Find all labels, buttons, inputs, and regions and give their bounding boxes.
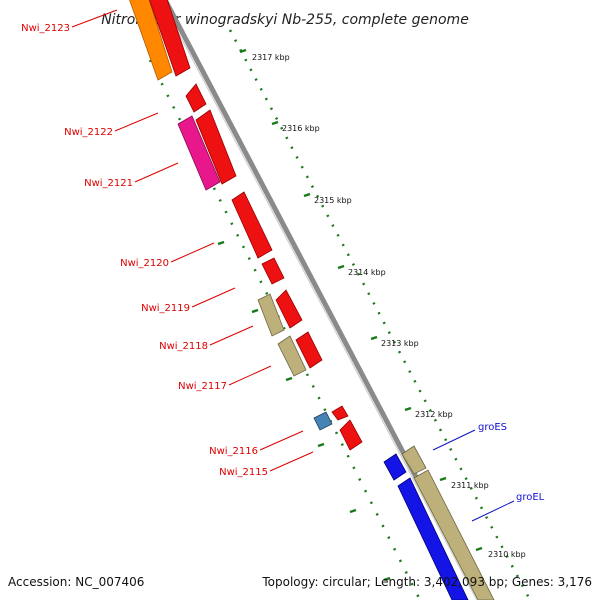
kbp-label: 2311 kbp [451, 481, 489, 490]
label-groel[interactable]: groEL [516, 492, 545, 503]
gene-nwi-2118[interactable] [277, 335, 307, 377]
leader-nwi-2117 [228, 365, 272, 386]
kbp-ruler: 2317 kbp 2316 kbp 2315 kbp 2314 kbp 2313… [239, 48, 526, 559]
gene-nwi-2123[interactable] [146, 0, 191, 77]
gene-features [126, 0, 495, 600]
label-nwi-2123[interactable]: Nwi_2123 [21, 23, 70, 34]
kbp-tick [439, 476, 447, 482]
kbp-label: 2312 kbp [415, 410, 453, 419]
kbp-tick [370, 335, 378, 341]
minor-tick [285, 376, 293, 382]
gene-small-red[interactable] [185, 83, 207, 113]
kbp-tick [303, 192, 311, 198]
label-nwi-2117[interactable]: Nwi_2117 [178, 381, 227, 392]
minor-tick [251, 308, 259, 314]
genome-summary-text: Topology: circular; Length: 3,402,093 bp… [261, 575, 592, 589]
leader-nwi-2122 [114, 112, 159, 132]
kbp-tick [337, 264, 345, 270]
gene-nwi-2121[interactable] [195, 109, 237, 185]
kbp-label: 2314 kbp [348, 268, 386, 277]
gene-nwi-2119[interactable] [257, 293, 285, 337]
label-nwi-2115[interactable]: Nwi_2115 [219, 467, 268, 478]
accession-text: Accession: NC_007406 [8, 575, 144, 589]
minor-tick [317, 442, 325, 448]
minor-tick [349, 508, 357, 514]
kbp-label: 2317 kbp [252, 53, 290, 62]
gene-nwi-2118-red[interactable] [295, 331, 323, 369]
label-nwi-2116[interactable]: Nwi_2116 [209, 446, 258, 457]
minor-ticks [217, 240, 391, 582]
gene-groel[interactable] [397, 477, 469, 600]
gene-small-red-2[interactable] [261, 257, 285, 285]
kbp-label: 2310 kbp [488, 550, 526, 559]
minor-tick [383, 576, 391, 582]
label-nwi-2121[interactable]: Nwi_2121 [84, 178, 133, 189]
label-nwi-2120[interactable]: Nwi_2120 [120, 258, 169, 269]
gene-nwi-2120[interactable] [231, 191, 273, 259]
label-leaders [71, 9, 515, 522]
map-title: Nitrobacter winogradskyi Nb-255, complet… [101, 12, 469, 28]
kbp-label: 2316 kbp [282, 124, 320, 133]
leader-nwi-2123 [71, 9, 118, 28]
kbp-tick [404, 406, 412, 412]
label-nwi-2119[interactable]: Nwi_2119 [141, 303, 190, 314]
genome-backbone-highlight [160, 0, 478, 600]
gene-groes[interactable] [383, 453, 407, 481]
gene-nwi-2116[interactable] [313, 411, 333, 431]
gene-orange[interactable] [126, 0, 173, 81]
gene-groel-partner[interactable] [413, 469, 495, 600]
kbp-label: 2313 kbp [381, 339, 419, 348]
label-nwi-2118[interactable]: Nwi_2118 [159, 341, 208, 352]
leader-groel [471, 500, 515, 522]
gene-labels: Nwi_2123 Nwi_2122 Nwi_2121 Nwi_2120 Nwi_… [21, 23, 545, 503]
leader-nwi-2118 [209, 325, 254, 346]
gene-groes-partner[interactable] [401, 445, 427, 475]
kbp-tick [239, 48, 247, 54]
kbp-label: 2315 kbp [314, 196, 352, 205]
kbp-tick [475, 546, 483, 552]
kbp-tick [271, 120, 279, 126]
leader-groes [432, 429, 476, 451]
gene-nwi-2119-red[interactable] [275, 289, 303, 329]
leader-nwi-2120 [170, 242, 215, 263]
leader-nwi-2121 [134, 162, 179, 183]
leader-nwi-2116 [259, 430, 304, 451]
gene-nwi-2116-red[interactable] [331, 405, 349, 421]
gene-nwi-2115[interactable] [339, 419, 363, 451]
label-groes[interactable]: groES [478, 422, 507, 433]
leader-nwi-2115 [269, 451, 314, 472]
leader-nwi-2119 [191, 287, 236, 308]
minor-tick [217, 240, 225, 246]
gene-nwi-2122[interactable] [177, 115, 221, 191]
label-nwi-2122[interactable]: Nwi_2122 [64, 127, 113, 138]
